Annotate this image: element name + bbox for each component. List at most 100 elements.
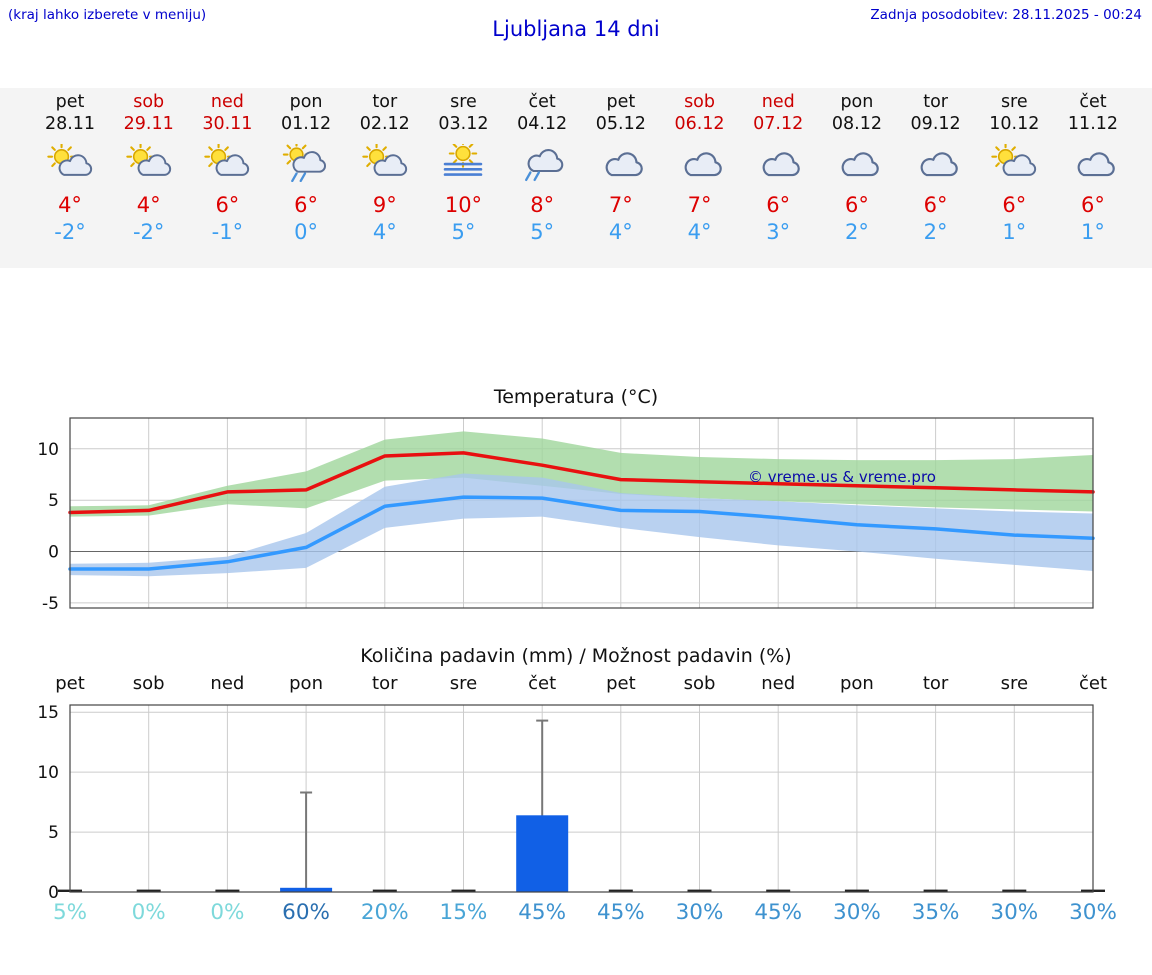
day-name: sre — [450, 92, 477, 112]
y-tick-label: 5 — [48, 491, 59, 511]
temperature-chart-svg: -5 0 5 10 © vreme.us & vreme.pro — [37, 417, 1095, 614]
precip-day-label: sre — [449, 673, 478, 694]
day-date: 09.12 — [910, 114, 961, 134]
precip-day-label: pon — [289, 673, 323, 694]
min-temp-range-band — [70, 473, 1093, 577]
partly-cloudy-icon — [345, 137, 425, 189]
cloudy-shower-icon — [502, 137, 582, 189]
day-date: 07.12 — [753, 114, 804, 134]
day-date: 11.12 — [1067, 114, 1119, 134]
precip-day-label: čet — [1078, 673, 1108, 694]
partly-cloudy-shower-icon — [266, 137, 346, 189]
forecast-day-column: sre 03.12 10° 5° — [423, 91, 503, 246]
cloudy-icon-graphic — [605, 152, 643, 177]
forecast-day-column: sob 29.11 4° -2° — [109, 91, 189, 246]
precip-day-label: tor — [922, 673, 949, 694]
partly-cloudy-icon — [30, 137, 110, 189]
high-temp: 6° — [215, 193, 240, 217]
forecast-day-column: sob 06.12 7° 4° — [660, 91, 740, 246]
low-temp: 4° — [687, 220, 712, 244]
high-temp: 8° — [530, 193, 555, 217]
low-temp: 4° — [608, 220, 633, 244]
day-date: 30.11 — [202, 114, 253, 134]
cloudy-icon-graphic — [684, 152, 722, 177]
cloudy-icon-graphic — [841, 152, 879, 177]
precip-probability: 20% — [360, 900, 409, 925]
cloudy-icon-graphic — [920, 152, 958, 177]
forecast-day-column: pon 08.12 6° 2° — [817, 91, 897, 246]
precip-day-label: tor — [372, 673, 398, 694]
low-temp: 1° — [1081, 220, 1105, 244]
day-name: ned — [761, 92, 795, 112]
cloudy-icon-graphic — [762, 152, 800, 177]
cloudy-icon-graphic — [1077, 152, 1115, 177]
forecast-strip: pet 28.11 4° -2° sob 29.11 4° -2° ned 30.11 6° -1° p… — [0, 88, 1152, 268]
day-name: pon — [840, 92, 874, 112]
precip-probability: 35% — [911, 900, 960, 925]
partly-cloudy-icon-graphic — [47, 144, 93, 176]
cloudy-icon — [581, 137, 661, 189]
high-temp: 6° — [1081, 193, 1105, 217]
low-temp: 5° — [530, 220, 555, 244]
zero-precip-mark — [766, 889, 791, 892]
high-temp: 6° — [923, 193, 948, 217]
zero-precip-mark — [451, 889, 476, 892]
max-temp-line — [68, 451, 1095, 515]
y-tick-label: 5 — [48, 823, 59, 843]
precip-day-label: sob — [132, 673, 165, 694]
zero-precip-mark — [1002, 889, 1027, 892]
day-name: čet — [528, 92, 556, 112]
high-temp: 10° — [444, 193, 483, 217]
low-temp: 4° — [372, 220, 397, 244]
precipitation-chart-svg: 0 5 10 15 — [37, 703, 1105, 903]
low-temp: 1° — [1002, 220, 1027, 244]
page-title: Ljubljana 14 dni — [492, 17, 660, 41]
last-updated-text: Zadnja posodobitev: 28.11.2025 - 00:24 — [870, 7, 1142, 23]
high-temp: 9° — [372, 193, 397, 217]
high-temp: 7° — [687, 193, 712, 217]
forecast-day-column: pon 01.12 6° 0° — [266, 91, 346, 246]
precip-probability: 5% — [52, 900, 88, 925]
day-name: tor — [923, 92, 948, 112]
day-date: 28.11 — [44, 114, 96, 134]
forecast-day-column: tor 09.12 6° 2° — [896, 91, 976, 246]
precip-probability: 15% — [439, 900, 488, 925]
day-date: 29.11 — [123, 114, 174, 134]
cloudy-icon — [738, 137, 818, 189]
high-temp: 4° — [136, 193, 161, 217]
watermark-link[interactable]: © vreme.us & vreme.pro — [748, 468, 936, 486]
precip-probability: 0% — [210, 900, 245, 925]
cloudy-icon — [896, 137, 976, 189]
low-temp: 2° — [923, 220, 948, 244]
precip-day-label: ned — [761, 673, 796, 694]
precip-probability: 45% — [754, 900, 803, 925]
precip-day-label: pet — [606, 673, 636, 694]
plot-border — [69, 417, 1094, 609]
forecast-day-column: pet 28.11 4° -2° — [30, 91, 110, 246]
forecast-day-column: čet 04.12 8° 5° — [502, 91, 582, 246]
precip-day-label-row: pet sob ned pon tor sre čet pet sob ned pon tor sre č… — [0, 673, 1152, 697]
min-temp-line — [68, 495, 1095, 571]
zero-precip-mark — [923, 889, 948, 892]
precip-day-label: pon — [839, 673, 874, 694]
day-name: pet — [55, 92, 85, 112]
partly-cloudy-icon-graphic — [125, 144, 171, 176]
low-temp: 3° — [766, 220, 791, 244]
precip-day-label: čet — [528, 673, 557, 694]
plot-border — [69, 704, 1094, 893]
precip-probability: 30% — [675, 900, 724, 925]
low-temp: -1° — [211, 220, 244, 244]
temperature-chart-title: Temperatura (°C) — [493, 386, 659, 408]
cloudy-icon — [817, 137, 897, 189]
day-name: pet — [606, 92, 636, 112]
precip-day-label: sob — [683, 673, 716, 694]
precip-probability: 30% — [1069, 900, 1117, 925]
low-temp: 5° — [451, 220, 476, 244]
day-name: tor — [372, 92, 398, 112]
low-temp: -2° — [54, 220, 86, 244]
day-name: pon — [289, 92, 323, 112]
precip-probability: 30% — [833, 900, 881, 925]
partly-cloudy-icon-graphic — [991, 144, 1037, 176]
day-name: sob — [133, 92, 165, 112]
precip-probability: 0% — [131, 900, 166, 925]
